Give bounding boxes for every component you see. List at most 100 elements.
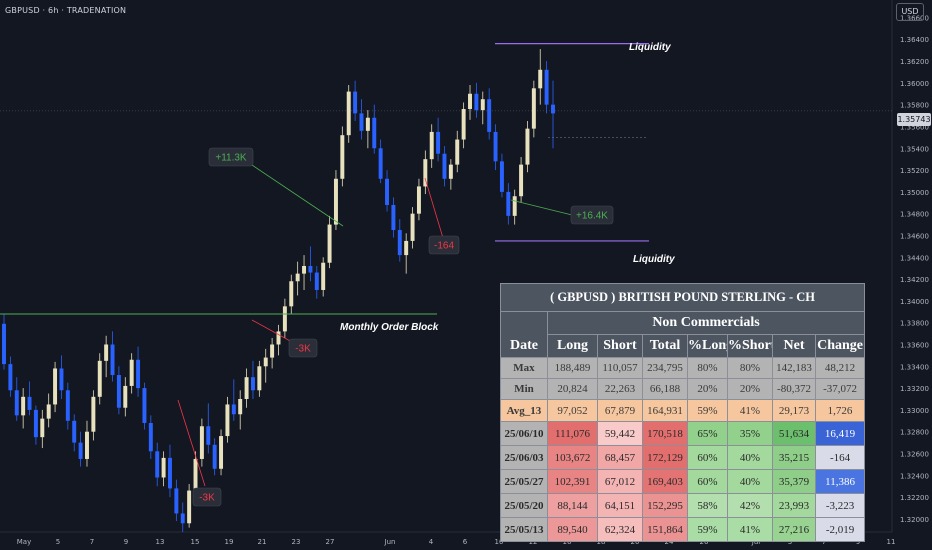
- candle-body[interactable]: [340, 135, 345, 179]
- candle-body[interactable]: [110, 344, 115, 376]
- badge-plus-16k-box[interactable]: [570, 205, 614, 225]
- candle-body[interactable]: [385, 178, 390, 205]
- candle-body[interactable]: [499, 161, 504, 192]
- candle-body[interactable]: [404, 240, 409, 256]
- candle-body[interactable]: [199, 426, 204, 459]
- candle-body[interactable]: [487, 99, 492, 132]
- candle-body[interactable]: [359, 113, 364, 131]
- candle-body[interactable]: [59, 368, 64, 391]
- candle-body[interactable]: [378, 148, 383, 179]
- candle-body[interactable]: [219, 436, 224, 469]
- candle-body[interactable]: [180, 513, 185, 524]
- candle-body[interactable]: [474, 93, 479, 111]
- candle-body[interactable]: [512, 196, 517, 216]
- candle-body[interactable]: [104, 344, 109, 361]
- candle-body[interactable]: [142, 388, 147, 423]
- candle-body[interactable]: [78, 442, 83, 459]
- candle-body[interactable]: [346, 91, 351, 136]
- candle-body[interactable]: [187, 490, 192, 524]
- candle-body[interactable]: [244, 377, 249, 399]
- candle-body[interactable]: [461, 109, 466, 140]
- candle-body[interactable]: [480, 99, 485, 111]
- candle-body[interactable]: [85, 431, 89, 459]
- candle-body[interactable]: [429, 131, 434, 160]
- candle-body[interactable]: [257, 366, 262, 391]
- candle-body[interactable]: [238, 399, 243, 415]
- candle-body[interactable]: [295, 273, 300, 282]
- candle-body[interactable]: [416, 186, 421, 214]
- candle-body[interactable]: [14, 390, 19, 416]
- candle-body[interactable]: [155, 451, 160, 478]
- candle-body[interactable]: [33, 409, 38, 438]
- candle-body[interactable]: [53, 368, 58, 405]
- candle-body[interactable]: [27, 396, 32, 410]
- y-tick-label: 1.33000: [900, 407, 929, 415]
- candle-body[interactable]: [538, 69, 543, 89]
- candle-body[interactable]: [468, 93, 472, 110]
- candle-body[interactable]: [231, 404, 236, 415]
- candle-body[interactable]: [97, 360, 102, 397]
- candle-body[interactable]: [46, 404, 51, 419]
- candle-body[interactable]: [148, 422, 153, 452]
- candle-body[interactable]: [544, 69, 549, 105]
- candle-body[interactable]: [455, 139, 460, 165]
- candle-body[interactable]: [21, 396, 26, 416]
- candle-body[interactable]: [365, 117, 370, 131]
- candle-body[interactable]: [493, 131, 498, 162]
- candle-body[interactable]: [506, 191, 511, 216]
- badge-minus-3k-a-box[interactable]: [288, 338, 318, 358]
- x-tick-label: Jul: [751, 538, 761, 546]
- cot-cell: 25/06/03: [500, 445, 548, 470]
- candle-body[interactable]: [333, 178, 338, 225]
- cot-col-change: Change: [814, 334, 866, 358]
- candle-body[interactable]: [308, 266, 313, 273]
- candle-body[interactable]: [353, 91, 358, 114]
- candle-body[interactable]: [174, 488, 179, 514]
- candle-body[interactable]: [442, 153, 447, 179]
- candle-body[interactable]: [65, 390, 70, 421]
- candle-body[interactable]: [410, 213, 415, 241]
- candle-body[interactable]: [327, 224, 332, 263]
- candle-body[interactable]: [129, 359, 134, 386]
- candle-body[interactable]: [525, 128, 530, 165]
- cot-cell: Min: [500, 378, 548, 400]
- badge-minus-164-box[interactable]: [428, 235, 460, 255]
- candle-body[interactable]: [263, 357, 268, 367]
- candle-body[interactable]: [161, 457, 166, 478]
- candle-body[interactable]: [72, 420, 77, 443]
- badge-plus-11k-box[interactable]: [208, 147, 254, 167]
- candle-body[interactable]: [436, 131, 441, 154]
- candle-body[interactable]: [519, 164, 524, 197]
- candle-body[interactable]: [448, 164, 453, 179]
- candle-body[interactable]: [423, 159, 428, 187]
- candle-body[interactable]: [397, 230, 402, 256]
- candle-body[interactable]: [302, 266, 307, 274]
- candle-body[interactable]: [8, 364, 13, 391]
- candle-body[interactable]: [40, 418, 45, 438]
- candle-body[interactable]: [531, 88, 536, 129]
- candle-body[interactable]: [136, 359, 141, 389]
- candle-body[interactable]: [193, 458, 198, 491]
- cot-group-header: Non Commercials: [546, 311, 866, 335]
- candle-body[interactable]: [167, 457, 172, 489]
- candle-body[interactable]: [391, 204, 396, 231]
- candle-body[interactable]: [551, 104, 555, 114]
- candle-body[interactable]: [321, 262, 326, 290]
- currency-badge[interactable]: USD: [896, 3, 924, 21]
- candle-body[interactable]: [225, 404, 230, 437]
- badge-minus-3k-b-box[interactable]: [192, 487, 222, 507]
- candle-body[interactable]: [276, 331, 281, 345]
- candle-body[interactable]: [314, 272, 319, 290]
- candle-body[interactable]: [289, 281, 294, 307]
- candle-body[interactable]: [250, 377, 255, 391]
- candle-body[interactable]: [282, 306, 287, 332]
- candle-body[interactable]: [270, 344, 275, 358]
- candle-body[interactable]: [372, 117, 377, 149]
- candle-body[interactable]: [91, 396, 96, 432]
- candle-body[interactable]: [123, 385, 128, 408]
- candle-body[interactable]: [2, 323, 6, 365]
- candle-body[interactable]: [116, 375, 121, 408]
- candle-body[interactable]: [212, 444, 217, 469]
- candle-body[interactable]: [206, 426, 211, 445]
